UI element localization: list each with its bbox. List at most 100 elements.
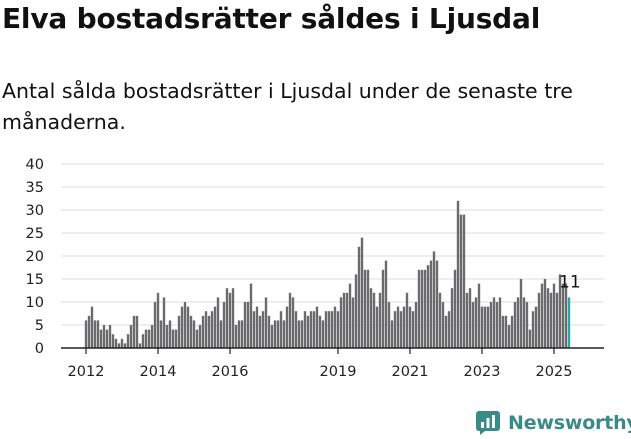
bar xyxy=(327,311,331,348)
bar xyxy=(291,297,295,348)
bar xyxy=(531,311,535,348)
bar xyxy=(243,302,247,348)
y-tick-label: 5 xyxy=(35,318,44,334)
bar xyxy=(246,302,250,348)
y-tick-label: 20 xyxy=(26,249,44,265)
bar xyxy=(306,315,310,348)
x-tick-label: 2019 xyxy=(320,364,357,380)
bar-chart-logo-icon xyxy=(476,411,500,435)
brand-name: Newsworthy xyxy=(508,412,631,434)
bar xyxy=(192,320,196,348)
bar xyxy=(534,306,538,348)
bar xyxy=(357,246,361,348)
x-axis: 2012 2014 2016 2019 2021 2023 2025 xyxy=(68,348,573,380)
bar xyxy=(354,274,358,348)
bar xyxy=(453,269,457,348)
bar xyxy=(504,315,508,348)
bar xyxy=(483,306,487,348)
bar xyxy=(375,306,379,348)
bar xyxy=(276,320,280,348)
bar xyxy=(492,297,496,348)
bar xyxy=(300,320,304,348)
bar xyxy=(387,302,391,348)
bar xyxy=(174,329,178,348)
x-tick-label: 2016 xyxy=(212,364,249,380)
bar xyxy=(519,279,523,348)
bar xyxy=(501,315,505,348)
bar xyxy=(369,288,373,348)
bar xyxy=(222,302,226,348)
bar xyxy=(267,315,271,348)
bar xyxy=(378,292,382,348)
bar xyxy=(408,306,412,348)
bar xyxy=(549,292,553,348)
bar xyxy=(282,320,286,348)
bar xyxy=(435,260,439,348)
bar xyxy=(405,292,409,348)
bar xyxy=(294,311,298,348)
newsworthy-logo[interactable]: Newsworthy xyxy=(476,408,631,438)
page-title: Elva bostadsrätter såldes i Ljusdal xyxy=(2,2,541,35)
bar xyxy=(252,311,256,348)
bar xyxy=(474,297,478,348)
bar xyxy=(399,311,403,348)
bar xyxy=(516,297,520,348)
bar xyxy=(522,297,526,348)
y-tick-label: 25 xyxy=(26,226,44,242)
bar xyxy=(495,302,499,348)
bar xyxy=(255,306,259,348)
bar xyxy=(315,306,319,348)
x-tick-label: 2023 xyxy=(464,364,501,380)
bar xyxy=(84,320,88,348)
bar xyxy=(336,311,340,348)
bar xyxy=(459,214,463,348)
bar xyxy=(183,302,187,348)
bar xyxy=(165,325,169,348)
bar xyxy=(507,325,511,348)
y-tick-label: 15 xyxy=(26,272,44,288)
y-tick-label: 10 xyxy=(26,295,44,311)
bar xyxy=(120,338,124,348)
bar xyxy=(135,315,139,348)
bar xyxy=(540,283,544,348)
bar xyxy=(198,325,202,348)
bar xyxy=(402,306,406,348)
bar xyxy=(318,315,322,348)
x-tick-label: 2025 xyxy=(536,364,573,380)
bar xyxy=(231,288,235,348)
bar xyxy=(384,260,388,348)
y-tick-label: 0 xyxy=(35,341,44,357)
bar xyxy=(552,283,556,348)
bar xyxy=(288,292,292,348)
bar xyxy=(96,320,100,348)
bar xyxy=(144,329,148,348)
bar xyxy=(486,306,490,348)
bar xyxy=(468,288,472,348)
bar xyxy=(297,320,301,348)
bar xyxy=(342,292,346,348)
bar xyxy=(543,279,547,348)
bar xyxy=(450,288,454,348)
bar xyxy=(561,283,565,348)
bar xyxy=(480,306,484,348)
bar xyxy=(477,283,481,348)
bar xyxy=(393,311,397,348)
bar xyxy=(261,311,265,348)
y-tick-label: 35 xyxy=(26,180,44,196)
bar xyxy=(447,311,451,348)
bar xyxy=(525,302,529,348)
bar xyxy=(216,297,220,348)
bar xyxy=(237,320,241,348)
bar xyxy=(240,320,244,348)
bar xyxy=(147,329,151,348)
bar xyxy=(498,297,502,348)
bar xyxy=(141,334,145,348)
bar xyxy=(273,320,277,348)
bar xyxy=(108,325,112,348)
bar xyxy=(204,311,208,348)
bar xyxy=(360,237,364,348)
y-axis: 0 5 10 15 20 25 30 35 40 xyxy=(26,157,44,357)
bar xyxy=(564,283,568,348)
bar xyxy=(201,315,205,348)
bar xyxy=(351,297,355,348)
